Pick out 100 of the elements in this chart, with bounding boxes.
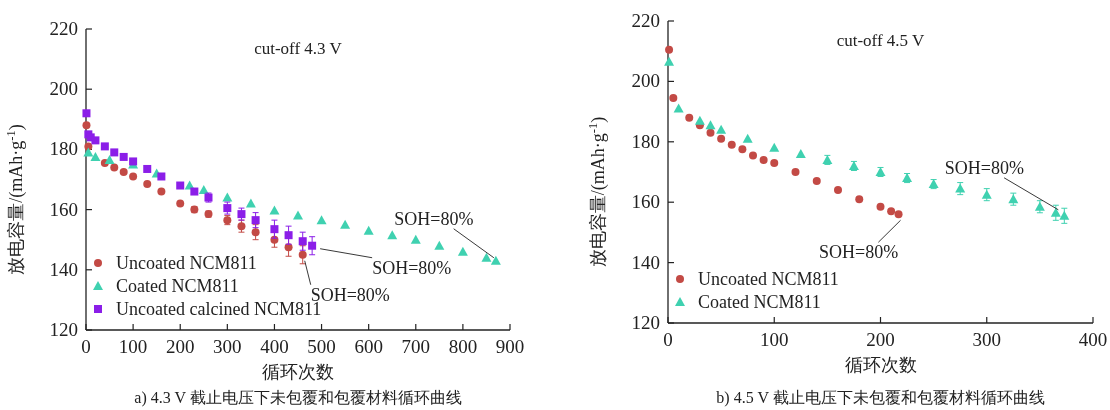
point bbox=[387, 230, 398, 240]
point bbox=[129, 172, 138, 181]
point bbox=[434, 240, 445, 250]
text: cut-off 4.5 V bbox=[836, 31, 926, 50]
x-tick-label: 0 bbox=[81, 336, 91, 357]
text: cut-off 4.3 V bbox=[254, 39, 343, 58]
y-tick-label: 120 bbox=[49, 319, 78, 340]
point bbox=[795, 148, 806, 158]
point bbox=[84, 142, 93, 151]
point bbox=[119, 167, 128, 176]
point bbox=[770, 158, 779, 167]
point bbox=[110, 163, 119, 172]
x-axis-title: 循环次数 bbox=[262, 362, 334, 382]
annotation: SOH=80% bbox=[818, 242, 899, 263]
x-tick-label: 400 bbox=[1078, 329, 1108, 350]
point bbox=[894, 210, 903, 219]
y-tick-label: 200 bbox=[631, 70, 660, 92]
x-tick-label: 100 bbox=[118, 336, 148, 357]
point bbox=[759, 155, 768, 164]
point bbox=[481, 252, 492, 262]
legend-label: Coated NCM811 bbox=[116, 276, 239, 296]
point bbox=[791, 168, 800, 176]
y-tick-label: 140 bbox=[631, 251, 660, 273]
point bbox=[887, 207, 896, 216]
point bbox=[119, 152, 128, 161]
y-tick-label: 160 bbox=[49, 198, 78, 220]
x-tick-label: 300 bbox=[213, 336, 242, 357]
point bbox=[251, 228, 260, 237]
point bbox=[340, 219, 351, 229]
x-tick-label: 300 bbox=[972, 329, 1001, 350]
point bbox=[104, 154, 115, 164]
annotation-leader: SOH=80% bbox=[944, 157, 1059, 211]
y-tick-label: 220 bbox=[49, 18, 78, 39]
legend-label: Uncoated NCM811 bbox=[698, 269, 839, 289]
point bbox=[742, 133, 753, 143]
point bbox=[100, 142, 109, 151]
point bbox=[269, 205, 280, 215]
point bbox=[82, 121, 91, 130]
point bbox=[705, 120, 716, 130]
point bbox=[812, 177, 821, 186]
point bbox=[410, 234, 421, 244]
annotation: SOH=80% bbox=[372, 257, 452, 278]
point bbox=[694, 115, 705, 125]
point bbox=[749, 151, 757, 160]
point bbox=[717, 134, 726, 143]
point bbox=[143, 164, 152, 173]
point bbox=[490, 255, 501, 265]
point bbox=[270, 225, 279, 234]
point bbox=[293, 210, 303, 220]
point bbox=[251, 216, 260, 225]
x-tick-label: 900 bbox=[495, 336, 525, 357]
x-tick-label: 700 bbox=[401, 336, 431, 357]
y-tick-label: 200 bbox=[49, 78, 78, 100]
x-tick-label: 400 bbox=[260, 336, 289, 357]
x-tick-label: 0 bbox=[663, 329, 673, 350]
y-tick-label: 220 bbox=[631, 10, 660, 31]
point bbox=[298, 237, 307, 246]
point bbox=[665, 45, 674, 54]
point bbox=[1059, 210, 1070, 220]
x-tick-label: 100 bbox=[760, 329, 789, 350]
x-tick-label: 600 bbox=[354, 336, 383, 357]
point bbox=[876, 202, 885, 211]
point bbox=[834, 186, 842, 195]
y-tick-label: 120 bbox=[631, 312, 660, 333]
point bbox=[157, 172, 166, 181]
y-tick-label: 180 bbox=[49, 138, 78, 160]
point bbox=[1050, 207, 1061, 217]
point bbox=[855, 195, 864, 204]
point bbox=[664, 56, 675, 66]
point bbox=[298, 250, 307, 259]
text: b) 4.5 V 截止电压下未包覆和包覆材料循环曲线 bbox=[716, 389, 1045, 407]
text: a) 4.3 V 截止电压下未包覆和包覆材料循环曲线 bbox=[134, 389, 462, 407]
x-tick-label: 200 bbox=[866, 329, 895, 350]
y-tick-label: 140 bbox=[49, 258, 78, 280]
x-axis-title: 循环次数 bbox=[844, 355, 917, 375]
point bbox=[82, 109, 91, 118]
annotation: SOH=80% bbox=[394, 208, 474, 229]
point bbox=[245, 198, 256, 208]
x-tick-label: 500 bbox=[307, 336, 336, 357]
legend-label: Coated NCM811 bbox=[698, 292, 821, 312]
point bbox=[769, 142, 780, 152]
point bbox=[685, 113, 694, 122]
point bbox=[176, 181, 185, 190]
point bbox=[706, 128, 715, 137]
point bbox=[284, 231, 293, 240]
point bbox=[457, 246, 468, 256]
annotation-leader: SOH=80% bbox=[819, 219, 901, 263]
x-tick-label: 800 bbox=[448, 336, 478, 357]
point bbox=[190, 187, 199, 196]
point bbox=[110, 148, 119, 157]
legend-label: Uncoated NCM811 bbox=[116, 253, 257, 273]
point bbox=[143, 180, 152, 189]
annotation: SOH=80% bbox=[944, 157, 1024, 178]
point bbox=[316, 215, 327, 225]
point bbox=[363, 225, 374, 235]
point bbox=[157, 187, 166, 196]
point bbox=[727, 140, 736, 149]
point bbox=[716, 124, 727, 134]
point bbox=[669, 94, 678, 103]
point bbox=[176, 199, 185, 208]
